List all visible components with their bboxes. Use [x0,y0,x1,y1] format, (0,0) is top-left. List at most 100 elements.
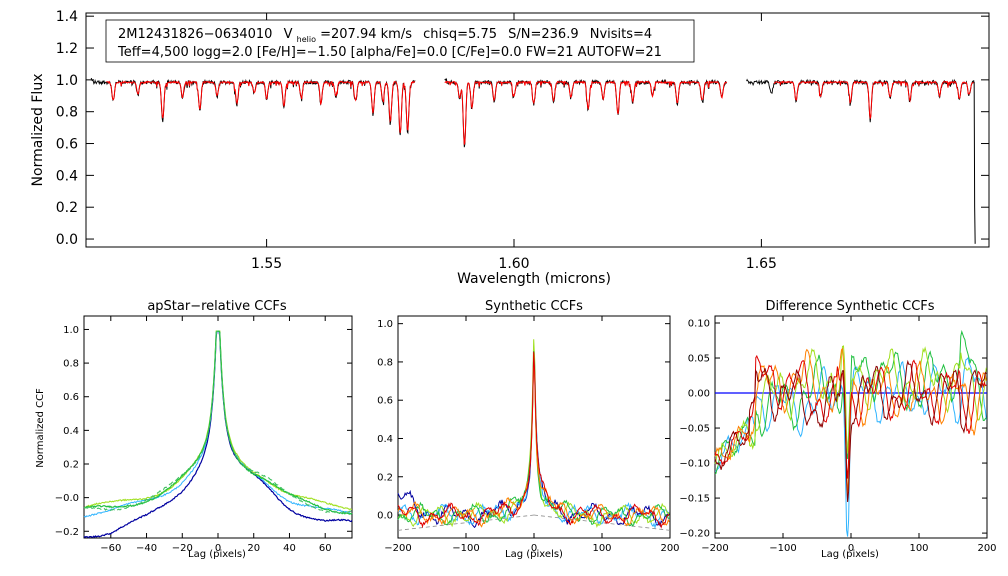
y-tick-label: 0.8 [377,357,393,368]
spectrum-panel: 0.0 0.2 0.4 0.6 0.8 1.0 1.2 1.4 1.55 1.60 1.65 Wa… [30,9,990,287]
spectrum-legend: 2M12431826−0634010 V helio =207.94 km/s … [105,19,695,63]
difference-ccf-x-axis-label: Lag (pixels) [821,549,879,560]
legend-v-value: =207.94 km/s [320,27,412,42]
difference-ccf-series-line [714,329,987,475]
x-tick-label: −100 [452,543,479,554]
y-tick-label: 0.6 [63,392,79,403]
y-tick-label: 0.8 [63,359,79,370]
y-tick-label: 1.2 [56,41,78,57]
spectrum-observed-line [746,78,975,123]
apstar-ccf-x-axis-label: Lag (pixels) [188,549,246,560]
x-tick-label: −60 [100,543,121,554]
x-tick-label: 0 [848,543,854,554]
legend-line-2: Teff=4,500 logg=2.0 [Fe/H]=−1.50 [alpha/… [117,45,662,60]
spectrum-plot-frame [85,12,990,248]
spectrum-x-ticks: 1.55 1.60 1.65 [251,13,777,272]
y-tick-label: 0.4 [63,426,79,437]
legend-line-1: 2M12431826−0634010 V helio =207.94 km/s … [118,27,652,46]
y-tick-label: −0.0 [55,493,79,504]
spectrum-model-line [773,80,975,119]
spectrum-lines [90,77,976,244]
difference-ccf-panel: Difference Synthetic CCFs −0.20 −0.15 −0.1… [679,299,996,560]
x-tick-label: 40 [283,543,296,554]
difference-ccf-lines [714,329,987,537]
difference-ccf-title: Difference Synthetic CCFs [765,299,934,314]
y-tick-label: 0.2 [377,472,393,483]
y-tick-label: 0.05 [688,354,710,365]
apstar-ccf-y-ticks: −0.2 −0.0 0.2 0.4 0.6 0.8 1.0 [55,325,352,538]
x-tick-label: 1.60 [498,256,529,272]
x-tick-label: 0 [531,543,537,554]
apstar-ccf-series-line [84,330,353,515]
y-tick-label: 0.00 [688,389,710,400]
y-tick-label: 0.0 [377,511,393,522]
apstar-ccf-x-ticks: −60 −40 −20 0 20 40 60 [100,316,332,554]
x-tick-label: 200 [977,543,996,554]
spectrum-y-axis-label: Normalized Flux [30,74,46,187]
x-tick-label: 60 [319,543,332,554]
x-tick-label: −40 [136,543,157,554]
legend-sn: S/N=236.9 [508,27,578,42]
y-tick-label: 0.6 [56,137,78,153]
x-tick-label: 1.65 [746,256,777,272]
synthetic-ccf-x-axis-label: Lag (pixels) [505,549,563,560]
x-tick-label: 100 [909,543,928,554]
y-tick-label: 1.0 [63,325,79,336]
synthetic-ccf-y-ticks: 0.0 0.2 0.4 0.6 0.8 1.0 [377,319,670,522]
legend-chisq: chisq=5.75 [423,27,497,42]
apstar-ccf-series-line [83,330,353,518]
x-tick-label: 1.55 [251,256,282,272]
y-tick-label: −0.15 [679,494,710,505]
x-tick-label: −100 [769,543,796,554]
spectrum-model-line [106,80,416,133]
spectrum-model-line [444,80,728,145]
y-tick-label: −0.2 [55,527,79,538]
x-tick-label: −200 [701,543,728,554]
apstar-ccf-series-line [84,330,352,511]
y-tick-label: 1.0 [56,73,78,89]
synthetic-ccf-series-line [397,351,670,529]
y-tick-label: 0.10 [688,319,710,330]
apstar-ccf-title: apStar−relative CCFs [147,299,287,314]
spectrum-y-ticks: 0.0 0.2 0.4 0.6 0.8 1.0 1.2 1.4 [56,9,989,248]
y-tick-label: 0.2 [56,200,78,216]
x-tick-label: 100 [592,543,611,554]
difference-ccf-series-line [714,359,987,503]
spectrum-edge-drop [973,81,976,244]
y-tick-label: 0.6 [377,396,393,407]
y-tick-label: −0.20 [679,529,710,540]
y-tick-label: 1.4 [56,9,78,25]
y-tick-label: −0.10 [679,459,710,470]
difference-ccf-series-line [714,354,987,479]
legend-nvisits: Nvisits=4 [590,27,652,42]
y-tick-label: 0.4 [56,168,78,184]
x-tick-label: 0 [215,543,221,554]
y-tick-label: 1.0 [377,319,393,330]
difference-ccf-series-line [714,345,987,464]
legend-box [105,19,695,63]
x-tick-label: 200 [660,543,679,554]
synthetic-ccf-baseline-right [533,514,671,531]
synthetic-ccf-lines [397,339,671,531]
x-tick-label: −200 [384,543,411,554]
y-tick-label: 0.2 [63,460,79,471]
apstar-ccf-lines [83,330,353,539]
synthetic-ccf-series-line [397,354,670,528]
difference-ccf-y-ticks: −0.20 −0.15 −0.10 −0.05 0.00 0.05 0.10 [679,319,987,540]
legend-v-label: V [284,27,293,42]
synthetic-ccf-panel: Synthetic CCFs 0.0 0.2 0.4 0.6 0.8 1.0 −200 −1… [377,299,679,560]
y-tick-label: 0.4 [377,434,393,445]
y-tick-label: −0.05 [679,424,710,435]
y-tick-label: 0.8 [56,105,78,121]
synthetic-ccf-x-ticks: −200 −100 0 100 200 [384,316,680,554]
legend-v-subscript: helio [297,35,316,44]
synthetic-ccf-title: Synthetic CCFs [485,299,583,314]
difference-ccf-x-ticks: −200 −100 0 100 200 [701,316,997,554]
legend-star-id: 2M12431826−0634010 [118,27,272,42]
apstar-ccf-panel: apStar−relative CCFs −0.2 −0.0 0.2 0.4 0.6 0.… [35,299,353,560]
synthetic-ccf-series-line [397,339,670,529]
x-tick-label: −20 [172,543,193,554]
apstar-ccf-y-axis-label: Normalized CCF [35,388,46,468]
y-tick-label: 0.0 [56,232,78,248]
